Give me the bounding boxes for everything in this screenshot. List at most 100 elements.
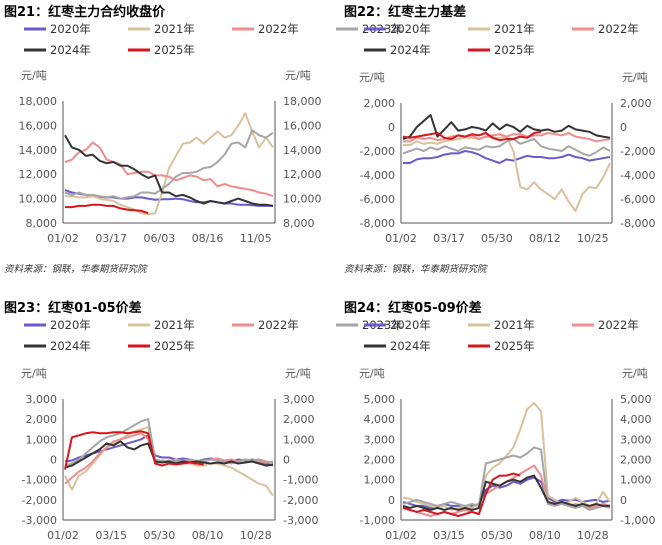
legend-entry: 2020年 <box>24 22 91 36</box>
chart-title: 图22：红枣主力基差 <box>344 4 466 20</box>
x-tick-label: 10/28 <box>577 529 609 542</box>
x-tick-label: 03/17 <box>95 232 127 245</box>
y-tick-label-left: 18,000 <box>19 95 58 108</box>
legend-entry: 2020年 <box>364 22 431 36</box>
x-tick-label: 01/02 <box>385 529 417 542</box>
y-tick-label-right: 8,000 <box>283 217 315 230</box>
legend-label: 2025年 <box>494 339 535 353</box>
y-tick-label-right: 2,000 <box>283 413 315 426</box>
y-tick-label-right: 0 <box>620 494 627 507</box>
y-tick-label-right: 12,000 <box>283 168 322 181</box>
y-tick-label-left: -2,000 <box>22 494 57 507</box>
y-tick-label-right: 1,000 <box>620 474 652 487</box>
y-tick-label-left: 2,000 <box>364 97 396 110</box>
series-line-2021年 <box>65 112 274 216</box>
y-tick-label-left: 0 <box>388 494 395 507</box>
series-line-2025年 <box>65 203 149 215</box>
source-note: 资料来源：钢联，华泰期货研究院 <box>344 263 488 275</box>
y-tick-label-right: -1,000 <box>620 514 655 527</box>
series-line-2020年 <box>403 150 611 164</box>
y-tick-label-right: 2,000 <box>620 97 652 110</box>
series-line-2025年 <box>64 430 204 470</box>
legend-label: 2024年 <box>50 339 91 353</box>
y-tick-label-left: -1,000 <box>360 514 395 527</box>
legend-label: 2021年 <box>494 318 535 332</box>
y-axis-unit-right: 元/吨 <box>622 367 648 380</box>
legend-label: 2025年 <box>494 43 535 57</box>
y-tick-label-left: 16,000 <box>19 119 58 132</box>
series-line-2022年 <box>64 141 274 198</box>
y-axis-unit-right: 元/吨 <box>285 367 311 380</box>
x-tick-label: 08/16 <box>192 232 224 245</box>
y-tick-label-left: 8,000 <box>26 217 58 230</box>
legend-label: 2021年 <box>494 22 535 36</box>
y-tick-label-left: -3,000 <box>22 514 57 527</box>
legend-label: 2022年 <box>258 22 299 36</box>
y-tick-label-right: 3,000 <box>283 393 315 406</box>
legend-entry: 2024年 <box>24 339 91 353</box>
y-tick-label-left: 3,000 <box>364 433 396 446</box>
series-line-2023年 <box>402 446 611 511</box>
series-line-2023年 <box>64 129 274 200</box>
y-tick-label-left: 2,000 <box>26 413 58 426</box>
series-line-2024年 <box>402 474 610 511</box>
y-tick-label-left: 2,000 <box>364 454 396 467</box>
y-tick-label-right: 14,000 <box>283 144 322 157</box>
series-line-2022年 <box>403 132 611 143</box>
legend-label: 2025年 <box>154 339 195 353</box>
chart-title: 图24：红枣05-09价差 <box>344 300 482 316</box>
legend-label: 2022年 <box>598 318 639 332</box>
y-tick-label-right: 0 <box>283 454 290 467</box>
x-tick-label: 10/28 <box>240 529 272 542</box>
chart-panel-2: 图22：红枣主力基差2020年2021年2022年2023年2024年2025年… <box>344 4 655 275</box>
legend-entry: 2022年 <box>572 22 639 36</box>
y-tick-label-right: -8,000 <box>620 217 655 230</box>
legend-entry: 2022年 <box>232 318 299 332</box>
chart-panel-4: 图24：红枣05-09价差2020年2021年2022年2023年2024年20… <box>344 300 655 542</box>
y-tick-label-left: 5,000 <box>364 393 396 406</box>
legend-label: 2024年 <box>390 43 431 57</box>
series-line-2020年 <box>64 434 274 467</box>
legend-entry: 2020年 <box>24 318 91 332</box>
y-tick-label-left: 14,000 <box>19 144 58 157</box>
legend-label: 2022年 <box>598 22 639 36</box>
y-axis-unit-right: 元/吨 <box>285 69 311 82</box>
legend-entry: 2021年 <box>128 22 195 36</box>
y-tick-label-right: 2,000 <box>620 454 652 467</box>
y-tick-label-left: 10,000 <box>19 193 58 206</box>
x-tick-label: 03/15 <box>95 529 127 542</box>
x-tick-label: 05/30 <box>481 529 513 542</box>
y-tick-label-right: -4,000 <box>620 169 655 182</box>
legend-label: 2021年 <box>154 318 195 332</box>
y-tick-label-left: -8,000 <box>360 217 395 230</box>
series-line-2025年 <box>402 472 521 517</box>
y-axis-unit-left: 元/吨 <box>21 367 47 380</box>
source-note: 资料来源：钢联，华泰期货研究院 <box>4 263 148 275</box>
series-line-2025年 <box>402 130 542 142</box>
legend-entry: 2020年 <box>364 318 431 332</box>
y-tick-label-left: 3,000 <box>26 393 58 406</box>
series-line-2024年 <box>402 114 611 140</box>
series-line-2023年 <box>64 418 274 467</box>
x-tick-label: 05/30 <box>481 232 513 245</box>
series-line-2021年 <box>402 402 611 511</box>
y-tick-label-left: 4,000 <box>364 413 396 426</box>
y-axis-unit-left: 元/吨 <box>359 367 385 380</box>
chart-title: 图21：红枣主力合约收盘价 <box>4 4 166 20</box>
legend-label: 2020年 <box>50 22 91 36</box>
y-tick-label-right: -2,000 <box>283 494 318 507</box>
legend-entry: 2022年 <box>572 318 639 332</box>
y-tick-label-right: 3,000 <box>620 433 652 446</box>
x-tick-label: 05/30 <box>144 529 176 542</box>
y-tick-label-right: 4,000 <box>620 413 652 426</box>
legend-label: 2020年 <box>50 318 91 332</box>
y-tick-label-left: 1,000 <box>364 474 396 487</box>
legend-entry: 2025年 <box>128 43 195 57</box>
series-line-2024年 <box>64 134 274 207</box>
legend-label: 2025年 <box>154 43 195 57</box>
y-tick-label-right: 16,000 <box>283 119 322 132</box>
y-tick-label-left: -4,000 <box>360 169 395 182</box>
legend-entry: 2021年 <box>468 318 535 332</box>
